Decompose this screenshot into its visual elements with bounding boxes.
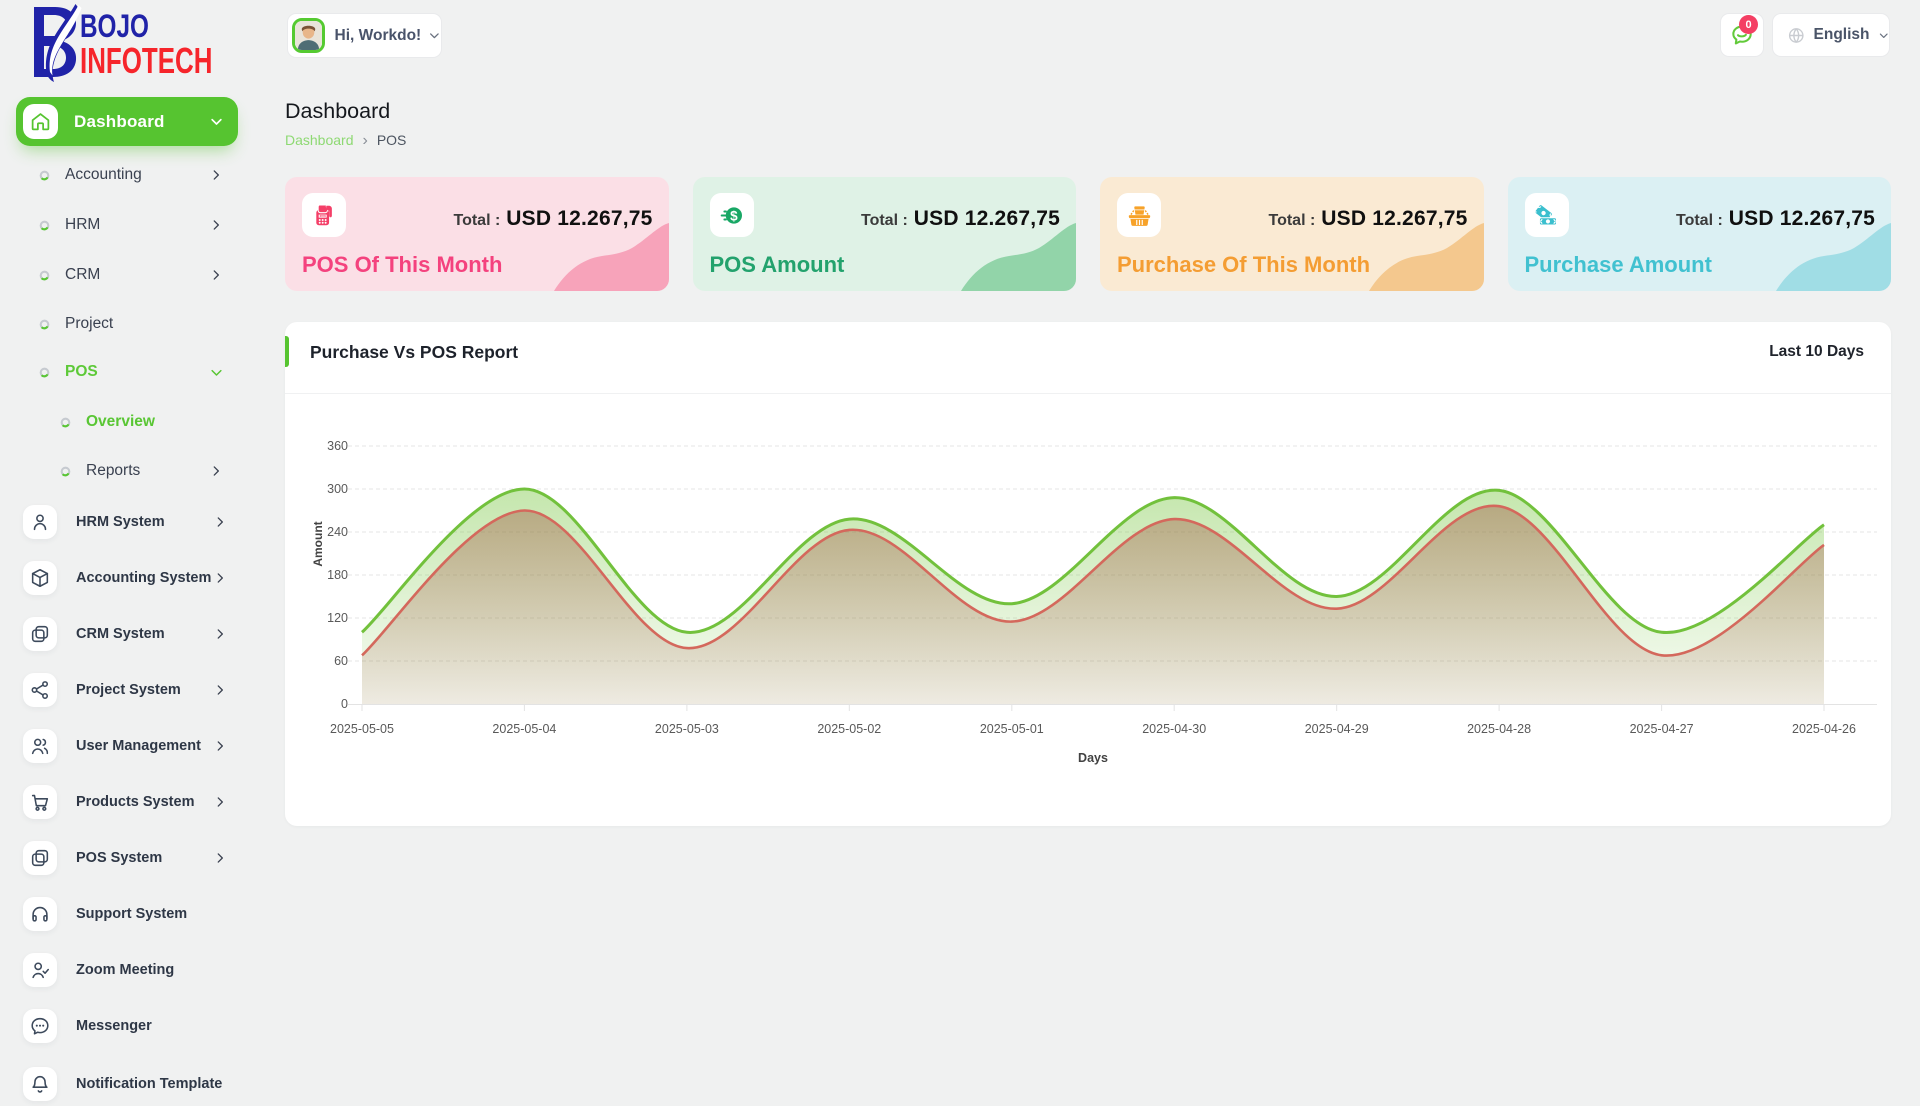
svg-text:INFOTECH: INFOTECH	[80, 41, 212, 81]
svg-text:Amount: Amount	[311, 521, 325, 566]
svg-text:2025-04-30: 2025-04-30	[1142, 722, 1206, 736]
svg-text:180: 180	[327, 568, 348, 582]
svg-text:240: 240	[327, 525, 348, 539]
svg-text:60: 60	[334, 654, 348, 668]
svg-text:120: 120	[327, 611, 348, 625]
svg-text:300: 300	[327, 482, 348, 496]
svg-text:360: 360	[327, 439, 348, 453]
svg-text:2025-04-27: 2025-04-27	[1630, 722, 1694, 736]
svg-text:2025-05-03: 2025-05-03	[655, 722, 719, 736]
svg-text:2025-05-01: 2025-05-01	[980, 722, 1044, 736]
svg-text:2025-04-28: 2025-04-28	[1467, 722, 1531, 736]
svg-text:2025-05-04: 2025-05-04	[492, 722, 556, 736]
svg-text:2025-05-05: 2025-05-05	[330, 722, 394, 736]
svg-text:Days: Days	[1078, 751, 1108, 765]
svg-text:BOJO: BOJO	[80, 9, 149, 45]
svg-text:0: 0	[341, 697, 348, 711]
svg-text:2025-04-29: 2025-04-29	[1305, 722, 1369, 736]
svg-text:$: $	[730, 208, 738, 223]
svg-text:2025-04-26: 2025-04-26	[1792, 722, 1856, 736]
svg-text:2025-05-02: 2025-05-02	[817, 722, 881, 736]
